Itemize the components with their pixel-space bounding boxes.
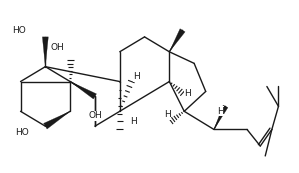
Text: H: H	[133, 72, 140, 81]
Polygon shape	[214, 105, 228, 129]
Text: H: H	[184, 89, 191, 98]
Text: OH: OH	[88, 111, 102, 120]
Text: H: H	[164, 110, 171, 119]
Polygon shape	[70, 81, 97, 99]
Text: HO: HO	[12, 26, 25, 35]
Polygon shape	[42, 37, 48, 67]
Text: H: H	[130, 117, 136, 126]
Text: HO: HO	[15, 128, 29, 137]
Polygon shape	[169, 29, 185, 52]
Polygon shape	[44, 111, 70, 129]
Text: OH: OH	[50, 43, 64, 52]
Text: H: H	[217, 107, 224, 116]
